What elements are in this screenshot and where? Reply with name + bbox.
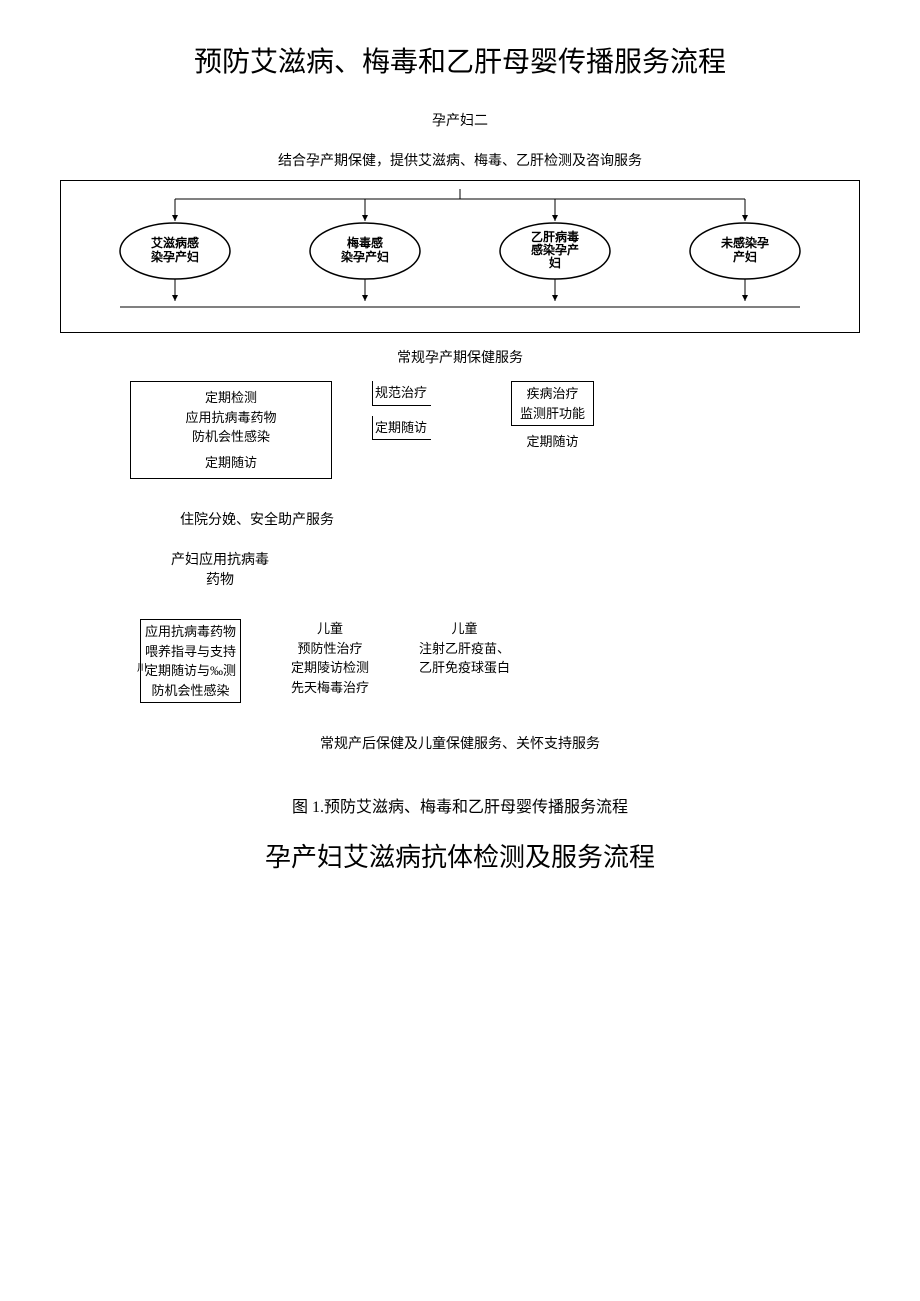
row2-c1-l4: 定期随访 — [141, 453, 321, 473]
row3-cell-2: 儿童 预防性治疗 定期陵访检测 先天梅毒治疗 — [291, 619, 369, 703]
branch-svg: 艾滋病感 染孕产妇 梅毒感 染孕产妇 乙肝病毒 感染孕产 妇 未感染孕 产妇 — [65, 189, 855, 319]
ellipse-3-l1: 乙肝病毒 — [531, 229, 579, 244]
ellipse-1-l1: 艾滋病感 — [151, 235, 199, 250]
intro-text: 结合孕产期保健，提供艾滋病、梅毒、乙肝检测及咨询服务 — [60, 150, 860, 170]
row2-c2-l2: 定期随访 — [372, 416, 431, 441]
row2-c3-l2: 监测肝功能 — [520, 404, 585, 424]
ellipse-4-l1: 未感染孕 — [720, 235, 769, 250]
row3-c1-l1: 应用抗病毒药物 — [145, 622, 236, 642]
row2-cell-3: 疾病治疗 监测肝功能 定期随访 — [511, 381, 594, 479]
row3-c2-l0: 儿童 — [291, 619, 369, 639]
subtitle: 孕产妇二 — [60, 110, 860, 130]
mid-text: 常规孕产期保健服务 — [60, 347, 860, 367]
ellipse-2-l2: 染孕产妇 — [340, 249, 389, 264]
row2-c1-l3: 防机会性感染 — [141, 427, 321, 447]
row3-c3-l1: 注射乙肝疫苗、 — [419, 639, 510, 659]
branch-diagram-box: 艾滋病感 染孕产妇 梅毒感 染孕产妇 乙肝病毒 感染孕产 妇 未感染孕 产妇 — [60, 180, 860, 333]
ellipse-3-l2: 感染孕产 — [531, 242, 579, 257]
stray-mark: 川 — [137, 661, 147, 676]
row2-c1-l2: 应用抗病毒药物 — [141, 408, 321, 428]
ellipse-3-l3: 妇 — [548, 255, 561, 270]
antiviral-l1: 产妇应用抗病毒 — [140, 549, 300, 569]
row3-c2-l1: 预防性治疗 — [291, 639, 369, 659]
row3-cell-1: 应用抗病毒药物 喂养指寻与支持 川 定期随访与‰测 防机会性感染 — [140, 619, 241, 703]
row3-c1-l4: 防机会性感染 — [145, 681, 236, 701]
ellipse-4-l2: 产妇 — [733, 249, 757, 264]
page-title: 预防艾滋病、梅毒和乙肝母婴传播服务流程 — [60, 40, 860, 80]
row-2: 定期检测 应用抗病毒药物 防机会性感染 定期随访 规范治疗 定期随访 疾病治疗 … — [130, 381, 860, 479]
antiviral-text: 产妇应用抗病毒 药物 — [140, 549, 300, 589]
row2-c3-l1: 疾病治疗 — [520, 384, 585, 404]
ellipse-2-l1: 梅毒感 — [347, 235, 383, 250]
title-2: 孕产妇艾滋病抗体检测及服务流程 — [60, 837, 860, 874]
row-3: 应用抗病毒药物 喂养指寻与支持 川 定期随访与‰测 防机会性感染 儿童 预防性治… — [140, 619, 860, 703]
figure-caption: 图 1.预防艾滋病、梅毒和乙肝母婴传播服务流程 — [60, 793, 860, 817]
hospital-delivery-text: 住院分娩、安全助产服务 — [180, 509, 860, 529]
antiviral-l2: 药物 — [140, 569, 300, 589]
row3-c1-l3: 定期随访与‰测 — [145, 663, 236, 678]
ellipse-1-l2: 染孕产妇 — [150, 249, 199, 264]
row3-cell-3: 儿童 注射乙肝疫苗、 乙肝免疫球蛋白 — [419, 619, 510, 703]
row3-c2-l3: 先天梅毒治疗 — [291, 678, 369, 698]
row3-c3-l2: 乙肝免疫球蛋白 — [419, 658, 510, 678]
row2-c1-l1: 定期检测 — [141, 388, 321, 408]
bottom-text: 常规产后保健及儿童保健服务、关怀支持服务 — [60, 733, 860, 753]
row2-cell-1: 定期检测 应用抗病毒药物 防机会性感染 定期随访 — [130, 381, 332, 479]
row2-c2-l1: 规范治疗 — [372, 381, 431, 406]
row3-c1-l2: 喂养指寻与支持 — [145, 642, 236, 662]
row2-cell-2: 规范治疗 定期随访 — [372, 381, 431, 479]
row3-c2-l2: 定期陵访检测 — [291, 658, 369, 678]
row2-c3-l3: 定期随访 — [511, 432, 594, 452]
row3-c3-l0: 儿童 — [419, 619, 510, 639]
